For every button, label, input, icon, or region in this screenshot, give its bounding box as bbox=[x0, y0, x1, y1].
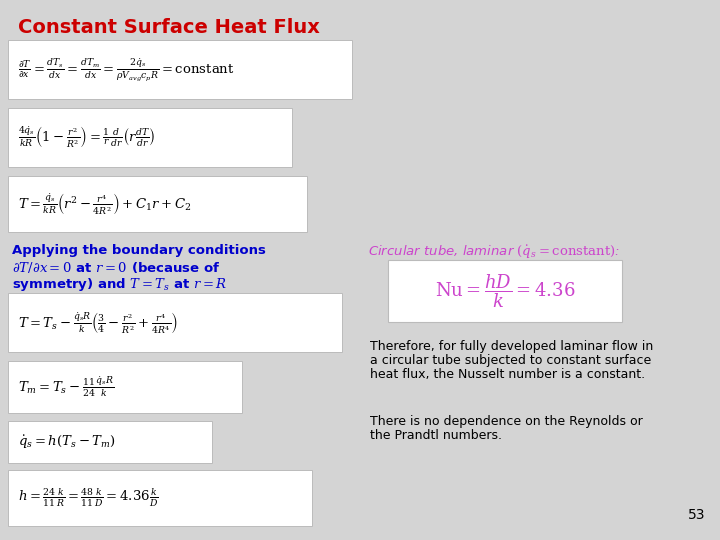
FancyBboxPatch shape bbox=[8, 40, 352, 99]
Text: $h = \frac{24}{11}\frac{k}{R} = \frac{48}{11}\frac{k}{D} = 4.36\frac{k}{D}$: $h = \frac{24}{11}\frac{k}{R} = \frac{48… bbox=[18, 487, 158, 509]
Text: $\mathrm{Nu} = \dfrac{hD}{k} = 4.36$: $\mathrm{Nu} = \dfrac{hD}{k} = 4.36$ bbox=[435, 272, 575, 310]
Text: $T = T_s - \frac{\dot{q}_s R}{k}\left(\frac{3}{4} - \frac{r^2}{R^2} + \frac{r^4}: $T = T_s - \frac{\dot{q}_s R}{k}\left(\f… bbox=[18, 309, 178, 335]
Text: $\partial T/\partial x = 0$ at $r = 0$ (because of: $\partial T/\partial x = 0$ at $r = 0$ (… bbox=[12, 260, 220, 275]
FancyBboxPatch shape bbox=[8, 470, 312, 526]
Text: symmetry) and $T = T_s$ at $r = R$: symmetry) and $T = T_s$ at $r = R$ bbox=[12, 276, 227, 293]
FancyBboxPatch shape bbox=[8, 176, 307, 232]
Text: Applying the boundary conditions: Applying the boundary conditions bbox=[12, 244, 266, 257]
Text: $T = \frac{\dot{q}_s}{kR}\left(r^2 - \frac{r^4}{4R^2}\right) + C_1 r + C_2$: $T = \frac{\dot{q}_s}{kR}\left(r^2 - \fr… bbox=[18, 191, 192, 217]
Text: Constant Surface Heat Flux: Constant Surface Heat Flux bbox=[18, 18, 320, 37]
Text: $\frac{4\dot{q}_s}{kR}\left(1 - \frac{r^2}{R^2}\right) = \frac{1}{r}\frac{d}{dr}: $\frac{4\dot{q}_s}{kR}\left(1 - \frac{r^… bbox=[18, 125, 156, 151]
Text: the Prandtl numbers.: the Prandtl numbers. bbox=[370, 429, 502, 442]
Text: There is no dependence on the Reynolds or: There is no dependence on the Reynolds o… bbox=[370, 415, 643, 428]
FancyBboxPatch shape bbox=[8, 421, 212, 463]
Text: Therefore, for fully developed laminar flow in: Therefore, for fully developed laminar f… bbox=[370, 340, 653, 353]
Text: a circular tube subjected to constant surface: a circular tube subjected to constant su… bbox=[370, 354, 652, 367]
FancyBboxPatch shape bbox=[8, 293, 342, 352]
FancyBboxPatch shape bbox=[8, 361, 242, 413]
FancyBboxPatch shape bbox=[8, 108, 292, 167]
FancyBboxPatch shape bbox=[388, 260, 622, 322]
Text: $\frac{\partial T}{\partial x} = \frac{dT_s}{dx} = \frac{dT_m}{dx} = \frac{2\dot: $\frac{\partial T}{\partial x} = \frac{d… bbox=[18, 56, 235, 83]
Text: heat flux, the Nusselt number is a constant.: heat flux, the Nusselt number is a const… bbox=[370, 368, 645, 381]
Text: Circular tube, laminar $(\dot{q}_s = \mathrm{constant})$:: Circular tube, laminar $(\dot{q}_s = \ma… bbox=[368, 244, 620, 261]
Text: 53: 53 bbox=[688, 508, 705, 522]
Text: $T_m = T_s - \frac{11}{24}\frac{\dot{q}_s R}{k}$: $T_m = T_s - \frac{11}{24}\frac{\dot{q}_… bbox=[18, 375, 114, 399]
Text: $\dot{q}_s = h(T_s - T_m)$: $\dot{q}_s = h(T_s - T_m)$ bbox=[18, 433, 116, 451]
